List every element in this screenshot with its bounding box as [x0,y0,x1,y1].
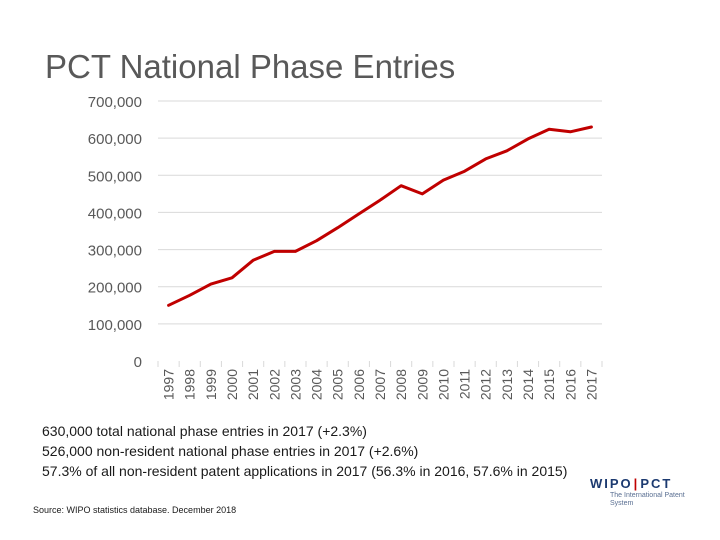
logo-divider: | [633,476,640,491]
x-tick-label: 1997 [161,369,177,400]
series [167,125,593,307]
x-tick-label: 2015 [541,369,557,400]
y-tick-label: 0 [134,354,142,371]
data-point [547,128,551,131]
y-axis-labels: 0 100,000 200,000 300,000 400,000 500,000 600,… [88,94,142,371]
data-point [251,259,255,262]
x-tick-label: 2006 [351,369,367,400]
y-tick-label: 700,000 [88,94,142,111]
x-tick-label: 2008 [393,369,409,400]
data-point [357,212,361,216]
x-tick-label: 2017 [583,369,599,400]
data-point [526,137,530,141]
data-point [569,130,572,134]
source-note: Source: WIPO statistics database. Decemb… [33,505,237,515]
data-point [442,178,445,182]
line-chart: 0 100,000 200,000 300,000 400,000 500,000 600,… [88,94,603,400]
summary-notes: 630,000 total national phase entries in … [42,421,567,481]
data-point [230,276,234,279]
x-tick-label: 2016 [562,369,578,400]
x-tick-label: 2001 [245,369,261,400]
y-tick-label: 500,000 [88,168,142,185]
data-point [273,250,276,253]
data-point [188,294,191,297]
x-tick-label: 2013 [499,369,515,400]
data-point [399,184,403,187]
data-point [463,170,466,173]
y-tick-label: 300,000 [88,243,142,260]
x-tick-label: 1999 [203,369,219,400]
data-point [209,282,213,286]
data-point [167,304,170,307]
gridlines [157,100,603,367]
data-point [378,198,382,202]
data-point [421,192,424,196]
x-axis-labels: 1997 1998 1999 2000 2001 2002 2003 2004 2005 2006… [161,369,600,400]
y-tick-label: 200,000 [88,280,142,297]
logo-wordmark: WIPO|PCT [590,476,672,491]
x-tick-label: 1998 [182,369,198,400]
data-point [336,226,339,229]
logo-subtitle: The International Patent System [610,492,685,507]
x-tick-label: 2003 [287,369,303,400]
page-title: PCT National Phase Entries [45,48,456,85]
data-point [294,250,297,253]
note-total-entries: 630,000 total national phase entries in … [42,423,367,439]
data-point [590,125,593,129]
y-tick-label: 600,000 [88,131,142,148]
x-tick-label: 2005 [330,369,346,400]
x-tick-label: 2009 [414,369,430,400]
data-point [505,149,509,152]
y-tick-label: 400,000 [88,205,142,222]
y-tick-label: 100,000 [88,317,142,334]
logo-wipo-text: WIPO [590,476,633,491]
data-point [484,157,487,161]
x-tick-label: 2000 [224,369,240,400]
x-tick-label: 2004 [309,369,325,400]
note-share-of-applications: 57.3% of all non-resident patent applica… [42,463,568,479]
wipo-pct-logo: WIPO|PCT The International Patent System [590,476,690,510]
data-point [315,239,318,242]
x-tick-label: 2002 [266,369,282,400]
x-tick-label: 2014 [520,369,536,400]
x-tick-label: 2011 [457,369,473,399]
x-tick-label: 2007 [372,369,388,400]
x-tick-label: 2010 [435,369,451,400]
x-tick-label: 2012 [478,369,494,400]
note-non-resident-entries: 526,000 non-resident national phase entr… [42,443,419,459]
logo-pct-text: PCT [640,476,673,491]
